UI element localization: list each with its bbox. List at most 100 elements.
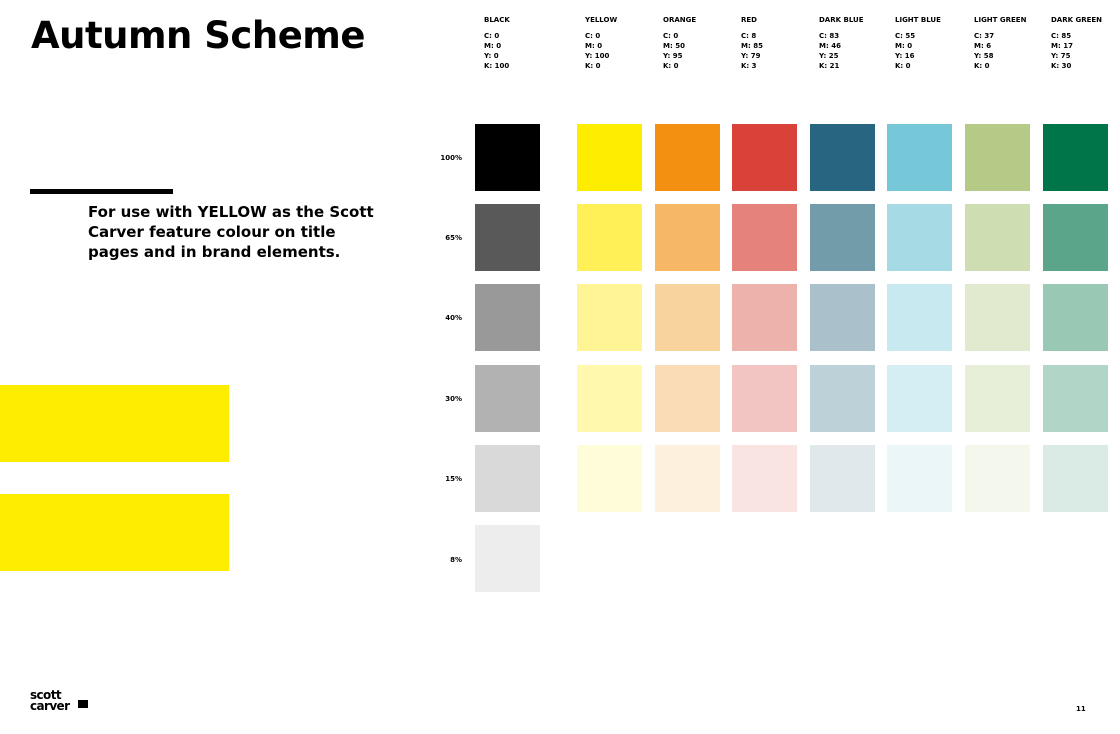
cmyk-value: K: 3 <box>741 62 757 70</box>
swatch-light-blue-65pct <box>887 204 952 271</box>
swatch-yellow-100pct <box>577 124 642 191</box>
swatch-red-30pct <box>732 365 797 432</box>
swatch-light-blue-15pct <box>887 445 952 512</box>
swatch-light-green-100pct <box>965 124 1030 191</box>
cmyk-value: Y: 16 <box>895 52 915 60</box>
swatch-black-30pct <box>475 365 540 432</box>
swatch-red-15pct <box>732 445 797 512</box>
logo-line-1: scott <box>30 688 62 702</box>
swatch-yellow-15pct <box>577 445 642 512</box>
column-header-red: RED C: 8 M: 85 Y: 79 K: 3 <box>741 15 819 71</box>
swatch-dark-blue-100pct <box>810 124 875 191</box>
swatch-orange-40pct <box>655 284 720 351</box>
tint-row-label: 40% <box>445 314 462 322</box>
column-header-dark-green: DARK GREEN C: 85 M: 17 Y: 75 K: 30 <box>1051 15 1120 71</box>
swatch-black-65pct <box>475 204 540 271</box>
swatch-light-blue-100pct <box>887 124 952 191</box>
logo-mark <box>78 700 88 708</box>
swatch-dark-blue-30pct <box>810 365 875 432</box>
yellow-block-top <box>0 385 229 462</box>
cmyk-value: M: 17 <box>1051 42 1073 50</box>
cmyk-value: K: 0 <box>663 62 679 70</box>
colour-name: DARK GREEN <box>1051 16 1103 24</box>
page-number: 11 <box>1076 705 1086 713</box>
swatch-dark-green-40pct <box>1043 284 1108 351</box>
column-header-black: BLACK C: 0 M: 0 Y: 0 K: 100 <box>484 15 562 71</box>
swatch-dark-green-100pct <box>1043 124 1108 191</box>
swatch-yellow-65pct <box>577 204 642 271</box>
colour-name: BLACK <box>484 16 510 24</box>
cmyk-value: M: 50 <box>663 42 685 50</box>
tint-row-label: 100% <box>440 154 462 162</box>
cmyk-value: K: 0 <box>585 62 601 70</box>
swatch-black-8pct <box>475 525 540 592</box>
swatch-red-100pct <box>732 124 797 191</box>
swatch-orange-65pct <box>655 204 720 271</box>
swatch-orange-15pct <box>655 445 720 512</box>
cmyk-value: K: 30 <box>1051 62 1072 70</box>
cmyk-value: Y: 75 <box>1051 52 1071 60</box>
yellow-block-bottom <box>0 494 229 571</box>
swatch-dark-green-30pct <box>1043 365 1108 432</box>
swatch-dark-blue-15pct <box>810 445 875 512</box>
cmyk-value: C: 83 <box>819 32 840 40</box>
intro-text: For use with YELLOW as the Scott Carver … <box>88 203 374 261</box>
column-header-orange: ORANGE C: 0 M: 50 Y: 95 K: 0 <box>663 15 741 71</box>
accent-rule <box>30 189 173 194</box>
cmyk-value: M: 0 <box>585 42 603 50</box>
column-header-light-blue: LIGHT BLUE C: 55 M: 0 Y: 16 K: 0 <box>895 15 973 71</box>
cmyk-value: M: 85 <box>741 42 763 50</box>
swatch-light-green-15pct <box>965 445 1030 512</box>
tint-row-label: 65% <box>445 234 462 242</box>
tint-row-label: 8% <box>450 556 462 564</box>
cmyk-value: M: 0 <box>895 42 913 50</box>
cmyk-value: Y: 79 <box>741 52 761 60</box>
swatch-orange-30pct <box>655 365 720 432</box>
cmyk-value: C: 37 <box>974 32 995 40</box>
swatch-yellow-30pct <box>577 365 642 432</box>
page-title: Autumn Scheme <box>31 14 365 57</box>
swatch-dark-green-15pct <box>1043 445 1108 512</box>
tint-row-label: 30% <box>445 395 462 403</box>
colour-name: LIGHT GREEN <box>974 16 1027 24</box>
swatch-light-green-65pct <box>965 204 1030 271</box>
swatch-yellow-40pct <box>577 284 642 351</box>
cmyk-value: K: 0 <box>974 62 990 70</box>
colour-name: LIGHT BLUE <box>895 16 941 24</box>
colour-name: YELLOW <box>585 16 618 24</box>
tint-row-label: 15% <box>445 475 462 483</box>
cmyk-value: Y: 58 <box>974 52 994 60</box>
cmyk-value: K: 0 <box>895 62 911 70</box>
column-header-dark-blue: DARK BLUE C: 83 M: 46 Y: 25 K: 21 <box>819 15 897 71</box>
cmyk-value: M: 46 <box>819 42 841 50</box>
colour-name: ORANGE <box>663 16 697 24</box>
swatch-black-15pct <box>475 445 540 512</box>
cmyk-value: C: 55 <box>895 32 916 40</box>
cmyk-value: M: 0 <box>484 42 502 50</box>
cmyk-value: Y: 100 <box>585 52 610 60</box>
cmyk-value: C: 85 <box>1051 32 1072 40</box>
cmyk-value: K: 21 <box>819 62 840 70</box>
cmyk-value: C: 0 <box>484 32 500 40</box>
swatch-light-blue-30pct <box>887 365 952 432</box>
cmyk-value: M: 6 <box>974 42 992 50</box>
swatch-light-green-30pct <box>965 365 1030 432</box>
cmyk-value: C: 8 <box>741 32 757 40</box>
swatch-black-40pct <box>475 284 540 351</box>
logo-line-2: carver <box>30 699 70 713</box>
cmyk-value: C: 0 <box>585 32 601 40</box>
scott-carver-logo: scott carver <box>30 688 90 716</box>
swatch-orange-100pct <box>655 124 720 191</box>
swatch-dark-blue-40pct <box>810 284 875 351</box>
cmyk-value: K: 100 <box>484 62 510 70</box>
cmyk-value: Y: 95 <box>663 52 683 60</box>
column-header-yellow: YELLOW C: 0 M: 0 Y: 100 K: 0 <box>585 15 663 71</box>
swatch-black-100pct <box>475 124 540 191</box>
swatch-red-65pct <box>732 204 797 271</box>
cmyk-value: C: 0 <box>663 32 679 40</box>
swatch-light-blue-40pct <box>887 284 952 351</box>
swatch-dark-green-65pct <box>1043 204 1108 271</box>
cmyk-value: Y: 25 <box>819 52 839 60</box>
colour-name: DARK BLUE <box>819 16 864 24</box>
swatch-light-green-40pct <box>965 284 1030 351</box>
